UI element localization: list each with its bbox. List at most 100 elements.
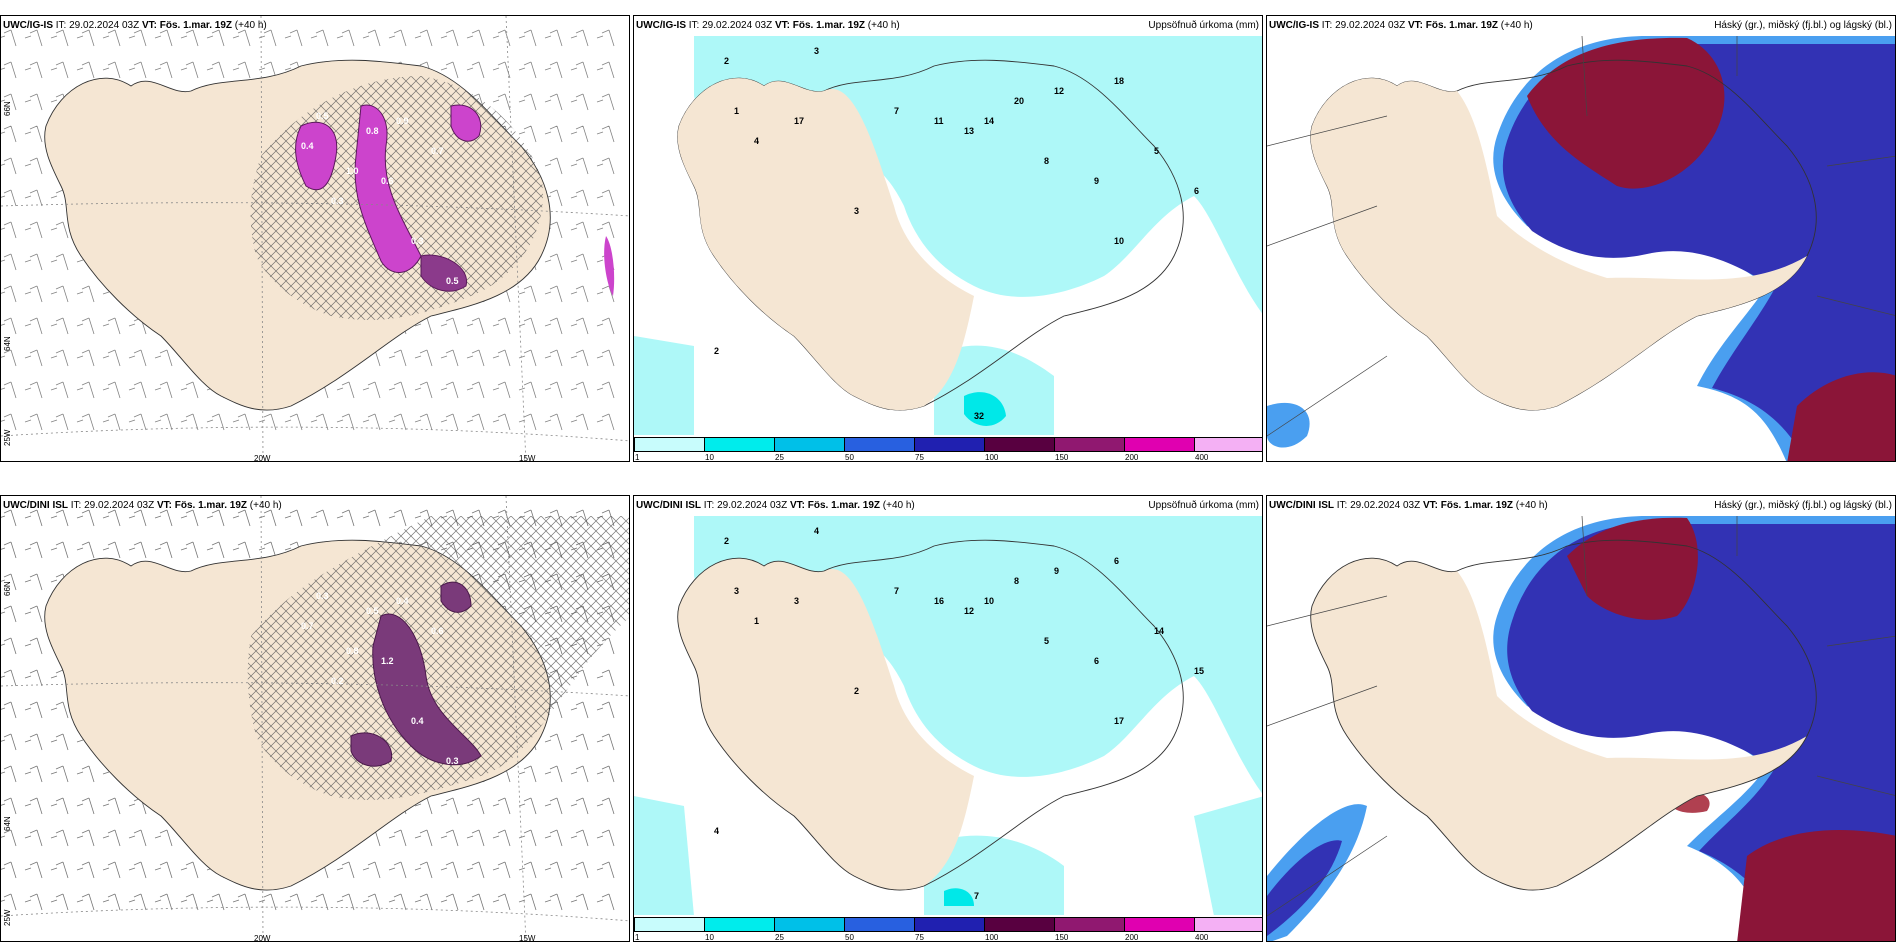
precip-colorbar: 1 10 25 50 75 100 150 200 400 [634,435,1262,462]
colorbar-tick-label: 400 [1195,933,1209,942]
map-value-label: 0.6 [381,176,394,186]
wind-barb [24,893,43,911]
wind-barb [1,189,17,207]
wind-barb [544,765,563,783]
wind-barb [102,381,121,399]
wind-barb [128,861,147,879]
wind-barb [24,669,43,687]
wind-barb [76,829,95,847]
map-value-label: 4 [754,136,760,146]
wind-barb [102,861,121,879]
wind-barb [24,285,43,303]
map-value-label: 2 [724,536,730,546]
wind-barb [24,573,43,591]
wind-barb [102,509,121,527]
wind-barb [1,733,17,751]
wind-barb [336,893,355,911]
colorbar-swatch [984,437,1055,452]
colorbar-swatch [1124,917,1195,932]
wind-barb [1,349,17,367]
wind-barb [50,349,69,367]
wind-barb [24,637,43,655]
map-panel-ig-clouds[interactable]: UWC/IG-IS IT: 29.02.2024 03Z VT: Fös. 1.… [1266,15,1896,462]
iceland-landmass [677,539,1184,891]
map-value-label: 4 [814,526,820,536]
wind-barb [544,893,563,911]
wind-barb [570,29,589,47]
wind-barb [544,61,563,79]
map-panel-ig-wind[interactable]: UWC/IG-IS IT: 29.02.2024 03Z VT: Fös. 1.… [0,15,630,462]
map-value-label: 0.2 [331,676,344,686]
wind-barb [206,61,225,79]
cloud-map [1267,496,1895,941]
panel-title: UWC/DINI ISL IT: 29.02.2024 03Z VT: Fös.… [3,500,282,511]
wind-barb [1,413,17,431]
wind-barb [1,669,17,687]
wind-barb [24,189,43,207]
wind-barb [570,125,589,143]
colorbar-tick-label: 150 [1055,933,1069,942]
colorbar-tick-label: 10 [705,453,714,462]
wind-barb [180,61,199,79]
wind-barb [388,893,407,911]
wind-barb [596,221,615,239]
panel-field-title: Uppsöfnuð úrkoma (mm) [1148,20,1259,31]
map-value-label: 0.3 [411,236,424,246]
wind-barb [76,413,95,431]
wind-barb [518,29,537,47]
lat-label-64n: 64N [3,816,12,831]
map-value-label: 1 [734,106,740,116]
wind-barb [388,381,407,399]
map-value-label: 8 [1014,576,1020,586]
wind-barb [50,765,69,783]
map-panel-dini-precip[interactable]: UWC/DINI ISL IT: 29.02.2024 03Z VT: Fös.… [633,495,1263,942]
wind-barb [518,317,537,335]
wind-barb [180,893,199,911]
map-panel-ig-precip[interactable]: UWC/IG-IS IT: 29.02.2024 03Z VT: Fös. 1.… [633,15,1263,462]
wind-barb [518,285,537,303]
map-value-label: 0.8 [366,126,379,136]
colorbar-tick-label: 1 [635,453,640,462]
wind-barb [154,61,173,79]
wind-barb [544,829,563,847]
wind-barb [232,509,251,527]
lon-label-25w: 25W [3,429,12,446]
wind-barb [50,797,69,815]
map-panel-dini-clouds[interactable]: UWC/DINI ISL IT: 29.02.2024 03Z VT: Fös.… [1266,495,1896,942]
map-value-label: 9 [1094,176,1100,186]
wind-barb [518,381,537,399]
wind-barb [596,29,615,47]
map-value-label: 3 [814,46,820,56]
precip-map [634,16,1262,461]
iceland-landmass [1310,539,1817,891]
colorbar-tick-label: 400 [1195,453,1209,462]
wind-barb [596,829,615,847]
colorbar-swatch [634,917,705,932]
wind-barb [76,29,95,47]
wind-barb [570,701,589,719]
wind-barb [492,381,511,399]
map-panel-dini-wind[interactable]: UWC/DINI ISL IT: 29.02.2024 03Z VT: Fös.… [0,495,630,942]
wind-barb [466,861,485,879]
wind-barb [492,893,511,911]
wind-barb [596,157,615,175]
wind-barb [596,349,615,367]
wind-barb [492,349,511,367]
panel-field-title: Háský (gr.), miðský (fj.bl.) og lágský (… [1714,500,1892,511]
wind-barb [544,29,563,47]
wind-barb [544,797,563,815]
wind-barb [570,829,589,847]
wind-barb [128,381,147,399]
wind-barb [570,253,589,271]
colorbar-swatch [844,917,915,932]
wind-barb [232,893,251,911]
panel-title: UWC/IG-IS IT: 29.02.2024 03Z VT: Fös. 1.… [1269,20,1533,31]
wind-barb [492,61,511,79]
wind-barb [596,189,615,207]
wind-barb [414,861,433,879]
wind-barb [50,509,69,527]
wind-barb [154,381,173,399]
lat-label-66n: 66N [3,581,12,596]
wind-barb [128,541,147,559]
wind-barb [414,29,433,47]
